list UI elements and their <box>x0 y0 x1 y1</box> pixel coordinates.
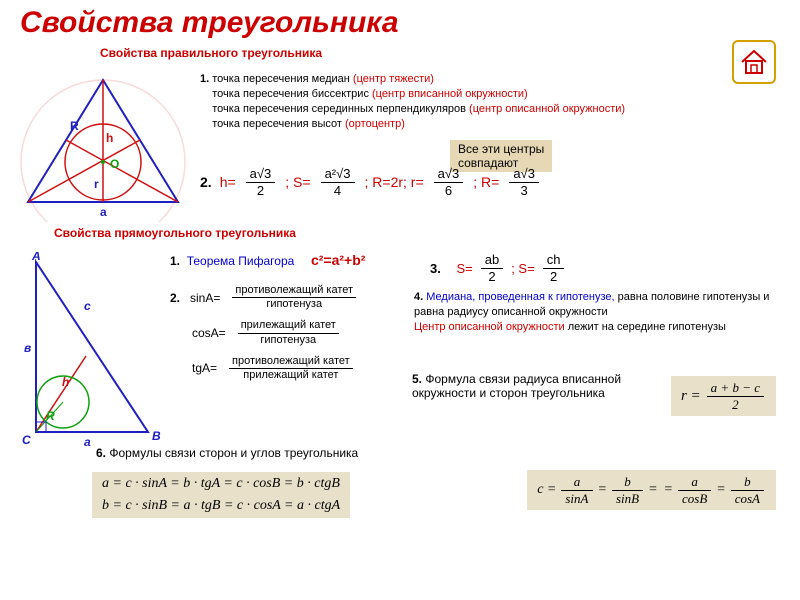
svg-text:C: C <box>22 433 31 447</box>
right-triangle-diagram: A B C c в R h a <box>18 252 168 462</box>
svg-text:в: в <box>24 341 31 355</box>
home-icon[interactable] <box>732 40 776 84</box>
svg-text:R: R <box>46 409 55 423</box>
formula5-text: 5. Формула связи радиуса вписанной окруж… <box>412 372 622 400</box>
page-title: Свойства треугольника <box>0 0 800 40</box>
equilateral-triangle-diagram: R h O r a <box>18 72 188 222</box>
svg-text:h: h <box>62 375 69 389</box>
svg-text:O: O <box>110 157 119 171</box>
median-note: 4. Медиана, проведенная к гипотенузе, ра… <box>414 290 784 335</box>
svg-text:R: R <box>70 119 79 133</box>
title-text: Свойства треугольника <box>20 6 399 39</box>
properties-list-1: 1. точка пересечения медиан (центр тяжес… <box>200 72 625 131</box>
inscribed-radius-formula: r = a + b − c2 <box>671 376 776 416</box>
trig-ratios: 2. sinA= противолежащий катетгипотенуза … <box>170 284 358 382</box>
pythagoras-formula: c²=a²+b² <box>311 252 365 268</box>
svg-text:a: a <box>100 205 107 219</box>
section2-heading: Свойства прямоугольного треугольника <box>54 226 296 240</box>
pythagoras-line: 1. Теорема Пифагора c²=a²+b² <box>170 252 365 268</box>
side-c-box: c = asinA = bsinB = = acosB = bcosA <box>527 470 776 510</box>
section1-heading: Свойства правильного треугольника <box>100 46 322 60</box>
svg-text:a: a <box>84 435 91 449</box>
formula6-text: 6. Формулы связи сторон и углов треуголь… <box>96 446 358 460</box>
formulas-equilateral: 2. h= a√32 ; S= a²√34 ; R=2r; r= a√36 ; … <box>200 166 541 198</box>
svg-text:r: r <box>94 177 99 191</box>
svg-text:A: A <box>31 252 41 263</box>
svg-text:c: c <box>84 299 91 313</box>
svg-text:B: B <box>152 429 161 443</box>
area-formulas: 3. S= ab2 ; S= ch2 <box>430 252 566 284</box>
house-icon <box>738 46 770 78</box>
svg-text:h: h <box>106 131 113 145</box>
sides-ab-box: a = c · sinA = b · tgA = c · cosB = b · … <box>92 472 350 518</box>
